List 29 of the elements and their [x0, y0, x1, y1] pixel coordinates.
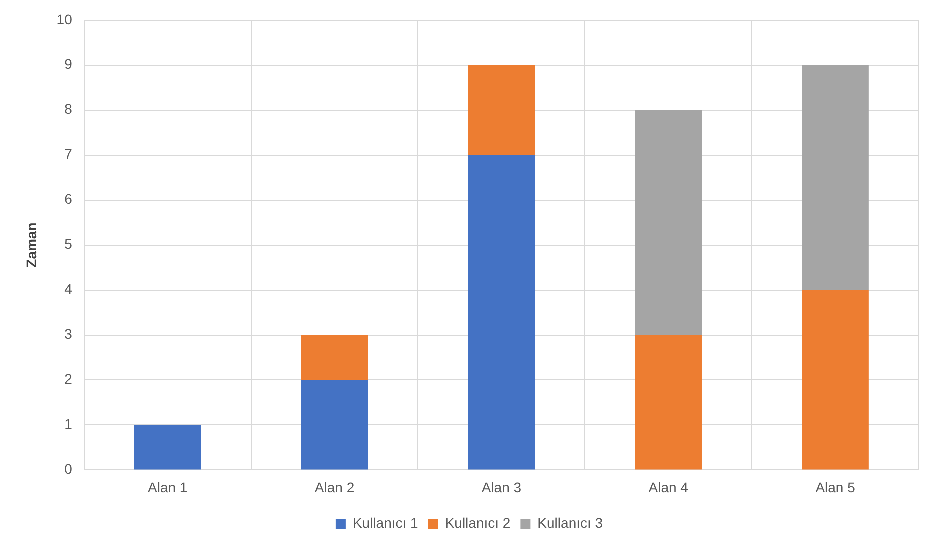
x-tick-label: Alan 1 [148, 479, 188, 496]
y-tick-label: 3 [64, 326, 73, 342]
bar [301, 380, 368, 470]
x-tick-label: Alan 3 [482, 479, 522, 496]
y-tick-label: 10 [56, 11, 73, 28]
y-tick-label: 0 [64, 461, 73, 478]
x-tick-label: Alan 5 [816, 479, 856, 496]
bar [635, 335, 702, 470]
y-tick-label: 7 [64, 146, 73, 162]
bar [468, 155, 536, 470]
bar [301, 335, 368, 380]
y-tick-label: 8 [64, 101, 73, 118]
y-axis-title: Zaman [23, 222, 40, 268]
bar [635, 110, 702, 336]
legend-label: Kullanıcı 3 [538, 514, 604, 531]
bar [468, 65, 536, 156]
y-tick-label: 5 [64, 236, 73, 252]
bar [802, 290, 869, 470]
bar [134, 425, 202, 470]
legend-label: Kullanıcı 2 [445, 514, 511, 531]
y-tick-label: 6 [64, 191, 73, 208]
y-tick-label: 2 [64, 371, 73, 388]
y-tick-label: 9 [64, 56, 73, 72]
x-tick-label: Alan 2 [314, 479, 355, 496]
bar [802, 65, 869, 290]
legend-label: Kullanıcı 1 [352, 514, 419, 531]
x-tick-label: Alan 4 [648, 479, 689, 496]
y-tick-label: 1 [64, 416, 73, 432]
y-tick-label: 4 [64, 281, 73, 298]
